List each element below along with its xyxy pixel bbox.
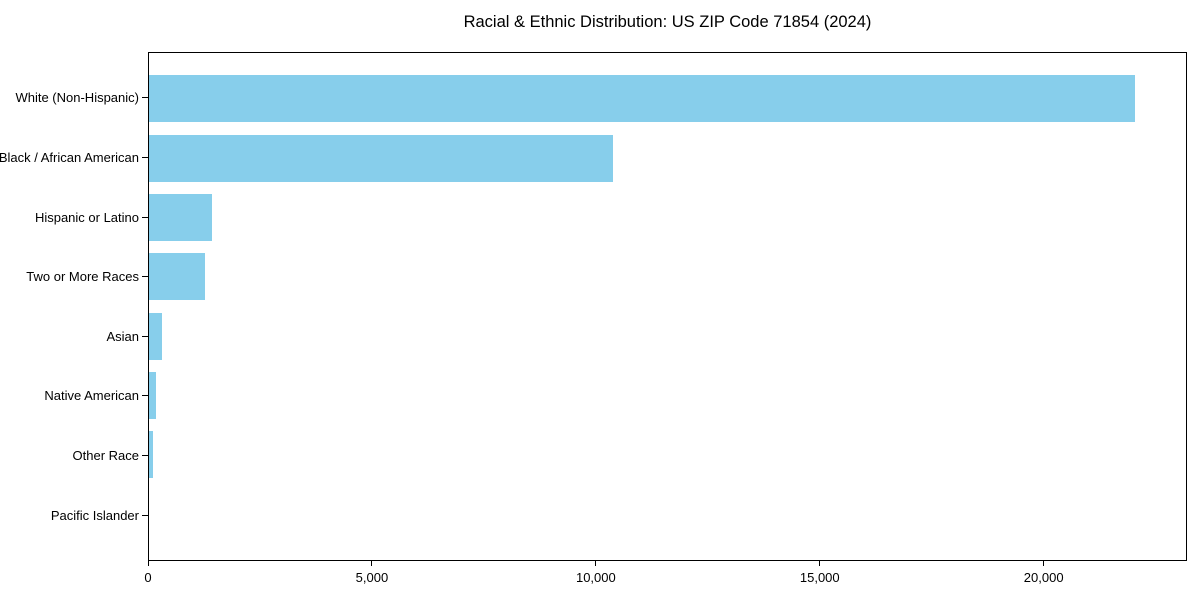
y-tick-label: Black / African American — [0, 149, 139, 165]
y-tick-mark — [142, 97, 148, 99]
bar-asian — [149, 312, 163, 360]
y-tick-label: Other Race — [72, 448, 139, 464]
y-tick-mark — [142, 395, 148, 397]
x-tick-label: 5,000 — [355, 570, 389, 585]
x-tick-mark — [595, 561, 597, 566]
bars — [149, 53, 1186, 560]
bar-hispanic-or-latino — [149, 193, 213, 241]
chart-title: Racial & Ethnic Distribution: US ZIP Cod… — [463, 13, 872, 31]
bar-row — [149, 485, 1186, 544]
bar-row — [149, 128, 1186, 187]
y-tick-label: Asian — [106, 328, 139, 344]
x-tick-mark — [819, 561, 821, 566]
y-tick-row — [142, 247, 148, 307]
x-tick-label: 15,000 — [799, 570, 840, 585]
x-axis: 0 5,000 10,000 15,000 20,000 — [144, 561, 1187, 595]
y-tick-mark — [142, 335, 148, 337]
x-tick-mark — [1043, 561, 1045, 566]
y-axis-labels: White (Non-Hispanic) Black / African Amer… — [0, 52, 139, 561]
y-tick-row — [142, 187, 148, 247]
y-tick-row — [142, 307, 148, 367]
y-tick-row — [142, 128, 148, 188]
y-tick-row — [142, 68, 148, 128]
y-tick-row — [142, 485, 148, 545]
x-tick-mark — [147, 561, 149, 566]
y-tick-label: Native American — [44, 388, 139, 404]
bar-row — [149, 307, 1186, 366]
bar-row — [149, 69, 1186, 128]
y-tick-mark — [142, 156, 148, 158]
y-tick-label: White (Non-Hispanic) — [15, 90, 139, 106]
y-tick-mark — [142, 455, 148, 457]
y-tick-mark — [142, 514, 148, 516]
bar-row — [149, 366, 1186, 425]
y-tick-row — [142, 366, 148, 426]
y-axis-tick-marks — [142, 52, 148, 561]
x-tick-label: 20,000 — [1023, 570, 1064, 585]
x-tick-label: 10,000 — [575, 570, 616, 585]
bar-row — [149, 425, 1186, 484]
bar-black-african-american — [149, 134, 613, 182]
x-tick-label: 0 — [144, 570, 152, 585]
bar-white-non-hispanic — [149, 75, 1136, 123]
bar-two-or-more-races — [149, 253, 206, 301]
y-tick-row — [142, 426, 148, 486]
plot-area — [148, 52, 1187, 561]
y-tick-mark — [142, 216, 148, 218]
x-tick-mark — [371, 561, 373, 566]
bar-row — [149, 247, 1186, 306]
y-tick-label: Hispanic or Latino — [34, 209, 139, 225]
bar-native-american — [149, 372, 157, 420]
bar-row — [149, 188, 1186, 247]
y-tick-label: Pacific Islander — [50, 507, 139, 523]
y-tick-label: Two or More Races — [26, 269, 139, 285]
y-tick-mark — [142, 276, 148, 278]
bar-other-race — [149, 431, 153, 479]
